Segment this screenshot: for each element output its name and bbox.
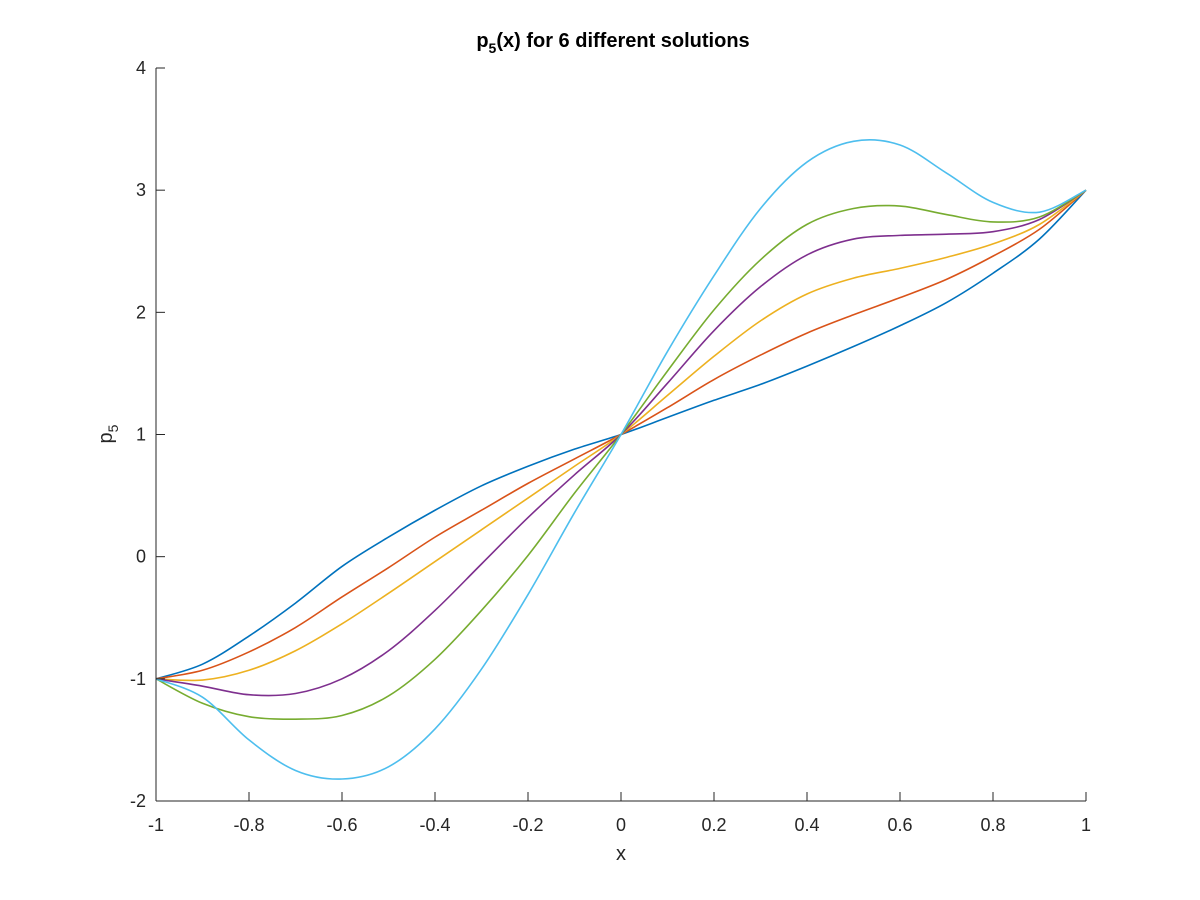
x-tick-label: -0.4 bbox=[419, 815, 450, 835]
series-line-5 bbox=[155, 189, 1087, 721]
chart-title: p5(x) for 6 different solutions bbox=[476, 30, 749, 56]
x-tick-label: -0.2 bbox=[512, 815, 543, 835]
y-ticks: -2 -1 0 1 2 3 4 bbox=[130, 58, 165, 811]
x-tick-label: -0.8 bbox=[233, 815, 264, 835]
series-line-6 bbox=[155, 139, 1087, 780]
chart-title-base: p bbox=[476, 30, 488, 52]
x-tick-label: 0.6 bbox=[887, 815, 912, 835]
x-tick-label: 0.4 bbox=[794, 815, 819, 835]
x-tick-label: 0.8 bbox=[980, 815, 1005, 835]
y-tick-label: 4 bbox=[136, 58, 146, 78]
y-tick-label: 0 bbox=[136, 547, 146, 567]
x-tick-label: 0 bbox=[616, 815, 626, 835]
x-tick-label: 0.2 bbox=[701, 815, 726, 835]
y-tick-label: 3 bbox=[136, 180, 146, 200]
series-line-4 bbox=[155, 189, 1087, 697]
y-axis-label-subscript: 5 bbox=[105, 424, 121, 432]
y-axis-label: p5 bbox=[95, 424, 121, 443]
x-tick-label: -0.6 bbox=[326, 815, 357, 835]
y-tick-label: 1 bbox=[136, 425, 146, 445]
chart-title-rest: (x) for 6 different solutions bbox=[496, 30, 749, 52]
plot-lines bbox=[155, 139, 1087, 780]
y-tick-label: 2 bbox=[136, 302, 146, 322]
y-axis-label-base: p bbox=[95, 432, 117, 443]
x-tick-label: -1 bbox=[148, 815, 164, 835]
x-ticks: -1 -0.8 -0.6 -0.4 -0.2 0 0.2 0.4 0.6 0.8 1 bbox=[148, 792, 1091, 835]
chart-title-subscript: 5 bbox=[489, 40, 497, 56]
y-tick-label: -2 bbox=[130, 791, 146, 811]
y-tick-label: -1 bbox=[130, 669, 146, 689]
x-tick-label: 1 bbox=[1081, 815, 1091, 835]
x-axis-label: x bbox=[616, 843, 626, 865]
